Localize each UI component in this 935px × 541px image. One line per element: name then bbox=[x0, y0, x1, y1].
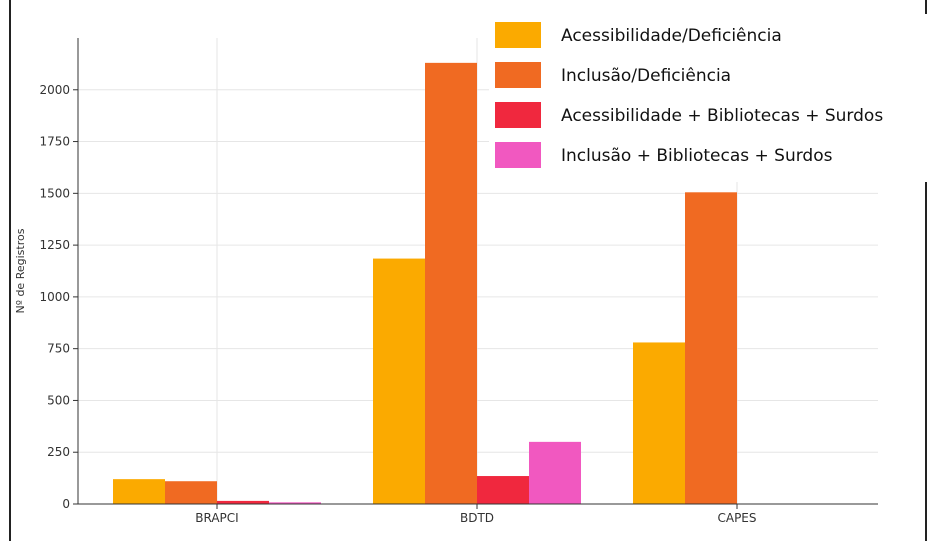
bar bbox=[477, 476, 529, 504]
bar bbox=[113, 479, 165, 504]
bar bbox=[685, 192, 737, 504]
y-tick-label: 750 bbox=[47, 342, 70, 356]
legend-swatch bbox=[495, 142, 541, 168]
bar bbox=[269, 502, 321, 504]
legend-box bbox=[489, 14, 929, 182]
bar bbox=[529, 441, 581, 504]
y-tick-label: 1250 bbox=[39, 238, 70, 252]
y-tick-label: 1000 bbox=[39, 290, 70, 304]
y-tick-label: 500 bbox=[47, 393, 70, 407]
y-tick-label: 250 bbox=[47, 445, 70, 459]
x-tick-label: CAPES bbox=[717, 511, 756, 525]
x-tick-label: BRAPCI bbox=[195, 511, 238, 525]
y-tick-label: 1500 bbox=[39, 186, 70, 200]
legend-label: Inclusão + Bibliotecas + Surdos bbox=[561, 146, 833, 166]
x-tick-label: BDTD bbox=[460, 511, 494, 525]
y-tick-label: 2000 bbox=[39, 83, 70, 97]
legend-label: Acessibilidade + Bibliotecas + Surdos bbox=[561, 106, 883, 126]
y-tick-label: 0 bbox=[62, 497, 70, 511]
y-axis-label: Nº de Registros bbox=[14, 228, 27, 313]
bar bbox=[165, 481, 217, 504]
legend-swatch bbox=[495, 102, 541, 128]
legend-swatch bbox=[495, 22, 541, 48]
y-tick-label: 1750 bbox=[39, 135, 70, 149]
legend-swatch bbox=[495, 62, 541, 88]
bar bbox=[217, 500, 269, 504]
bar bbox=[373, 258, 425, 504]
legend-label: Inclusão/Deficiência bbox=[561, 66, 731, 86]
bar bbox=[425, 62, 477, 504]
legend-label: Acessibilidade/Deficiência bbox=[561, 26, 782, 46]
bar bbox=[633, 342, 685, 504]
